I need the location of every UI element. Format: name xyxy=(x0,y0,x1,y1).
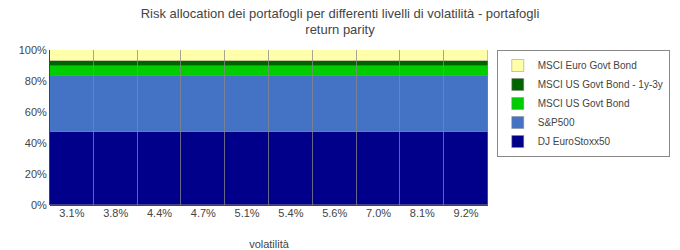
svg-text:3.8%: 3.8% xyxy=(103,207,128,219)
svg-text:DJ EuroStoxx50: DJ EuroStoxx50 xyxy=(538,136,611,147)
svg-text:100%: 100% xyxy=(19,44,47,56)
svg-text:Risk allocation dei portafogli: Risk allocation dei portafogli per diffe… xyxy=(141,6,540,38)
svg-text:4.7%: 4.7% xyxy=(191,207,216,219)
svg-text:MSCI US Govt Bond: MSCI US Govt Bond xyxy=(538,98,630,109)
svg-text:MSCI Euro Govt Bond: MSCI Euro Govt Bond xyxy=(538,60,637,71)
svg-text:60%: 60% xyxy=(25,106,47,118)
svg-text:20%: 20% xyxy=(25,168,47,180)
svg-text:5.4%: 5.4% xyxy=(278,207,303,219)
svg-text:0%: 0% xyxy=(31,199,47,211)
svg-text:5.1%: 5.1% xyxy=(235,207,260,219)
svg-text:7.0%: 7.0% xyxy=(366,207,391,219)
svg-text:9.2%: 9.2% xyxy=(454,207,479,219)
svg-text:5.6%: 5.6% xyxy=(322,207,347,219)
svg-text:40%: 40% xyxy=(25,137,47,149)
svg-text:4.4%: 4.4% xyxy=(147,207,172,219)
svg-text:3.1%: 3.1% xyxy=(59,207,84,219)
svg-text:8.1%: 8.1% xyxy=(410,207,435,219)
svg-text:80%: 80% xyxy=(25,75,47,87)
svg-text:volatilità: volatilità xyxy=(249,238,290,250)
svg-text:MSCI US Govt Bond - 1y-3y: MSCI US Govt Bond - 1y-3y xyxy=(538,79,663,90)
svg-text:S&P500: S&P500 xyxy=(538,117,575,128)
